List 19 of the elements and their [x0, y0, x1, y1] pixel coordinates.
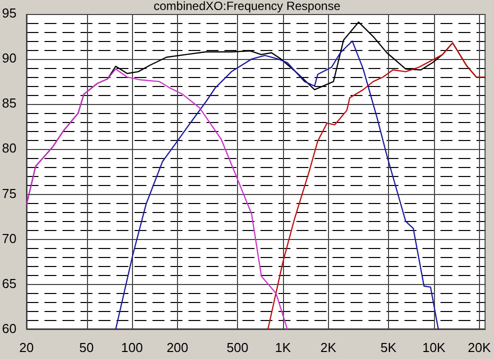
x-tick-label: 500 [226, 340, 248, 355]
x-tick-label: 20K [468, 340, 492, 355]
x-tick-label: 2K [320, 340, 337, 355]
x-tick-label: 200 [166, 340, 188, 355]
y-tick-label: 60 [2, 320, 16, 336]
x-tick-label: 10K [422, 340, 446, 355]
x-tick-label: 20 [19, 340, 34, 355]
x-tick-label: 50 [79, 340, 94, 355]
x-tick-label: 100 [121, 340, 143, 355]
chart-title: combinedXO:Frequency Response [154, 0, 340, 13]
y-tick-label: 80 [2, 140, 16, 156]
y-tick-label: 70 [2, 230, 16, 246]
y-tick-label: 90 [2, 50, 16, 66]
y-tick-label: 75 [2, 186, 16, 201]
x-tick-label: 5K [380, 340, 397, 355]
y-tick-label: 95 [2, 6, 16, 21]
y-tick-label: 65 [2, 276, 16, 291]
y-tick-label: 85 [2, 96, 16, 111]
x-tick-label: 1K [274, 340, 292, 355]
